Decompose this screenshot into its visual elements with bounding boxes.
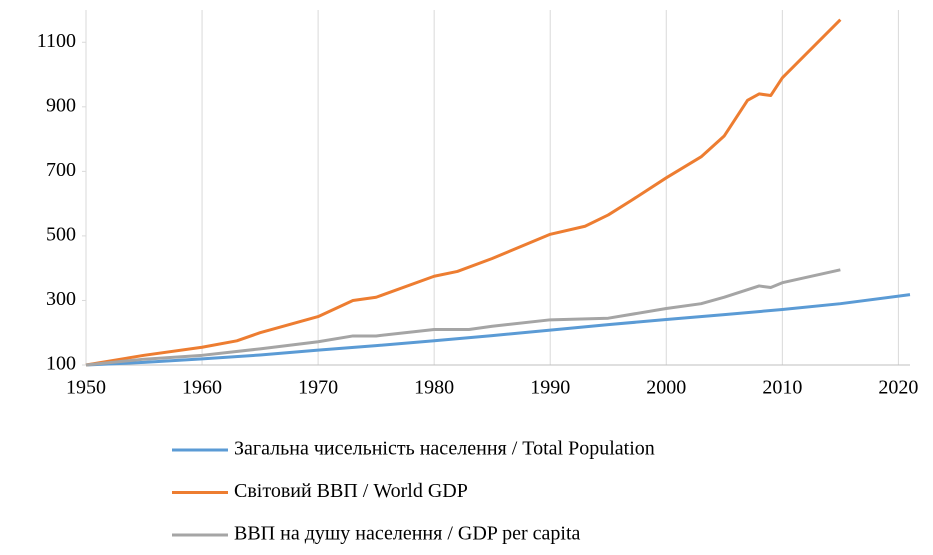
data-line xyxy=(85,268,841,367)
y-tick-label: 1100 xyxy=(37,30,76,52)
x-tick-label: 1950 xyxy=(66,377,106,399)
y-tick-label: 900 xyxy=(46,94,76,116)
x-tick-label: 1960 xyxy=(182,377,222,399)
x-tick-label: 1970 xyxy=(298,377,338,399)
legend-label: Загальна чисельність населення / Total P… xyxy=(234,438,655,460)
y-tick-label: 700 xyxy=(46,159,76,181)
x-tick-label: 2020 xyxy=(878,377,918,399)
x-tick-label: 1980 xyxy=(414,377,454,399)
x-tick-label: 1990 xyxy=(530,377,570,399)
legend-label: Світовий ВВП / World GDP xyxy=(234,480,468,502)
y-tick-label: 500 xyxy=(46,224,76,246)
x-tick-label: 2000 xyxy=(646,377,686,399)
x-tick-label: 2010 xyxy=(762,377,802,399)
data-line xyxy=(85,293,911,367)
legend-label: ВВП на душу населення / GDP per capita xyxy=(234,523,581,545)
data-line xyxy=(85,18,842,367)
y-tick-label: 300 xyxy=(46,288,76,310)
y-tick-label: 100 xyxy=(46,353,76,375)
